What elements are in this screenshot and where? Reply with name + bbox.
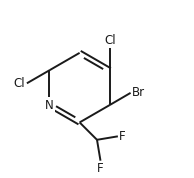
- Text: Br: Br: [132, 86, 145, 99]
- Text: N: N: [45, 99, 54, 112]
- Text: F: F: [119, 130, 125, 143]
- Text: F: F: [97, 162, 104, 175]
- Text: Cl: Cl: [14, 77, 25, 90]
- Text: Cl: Cl: [104, 34, 116, 47]
